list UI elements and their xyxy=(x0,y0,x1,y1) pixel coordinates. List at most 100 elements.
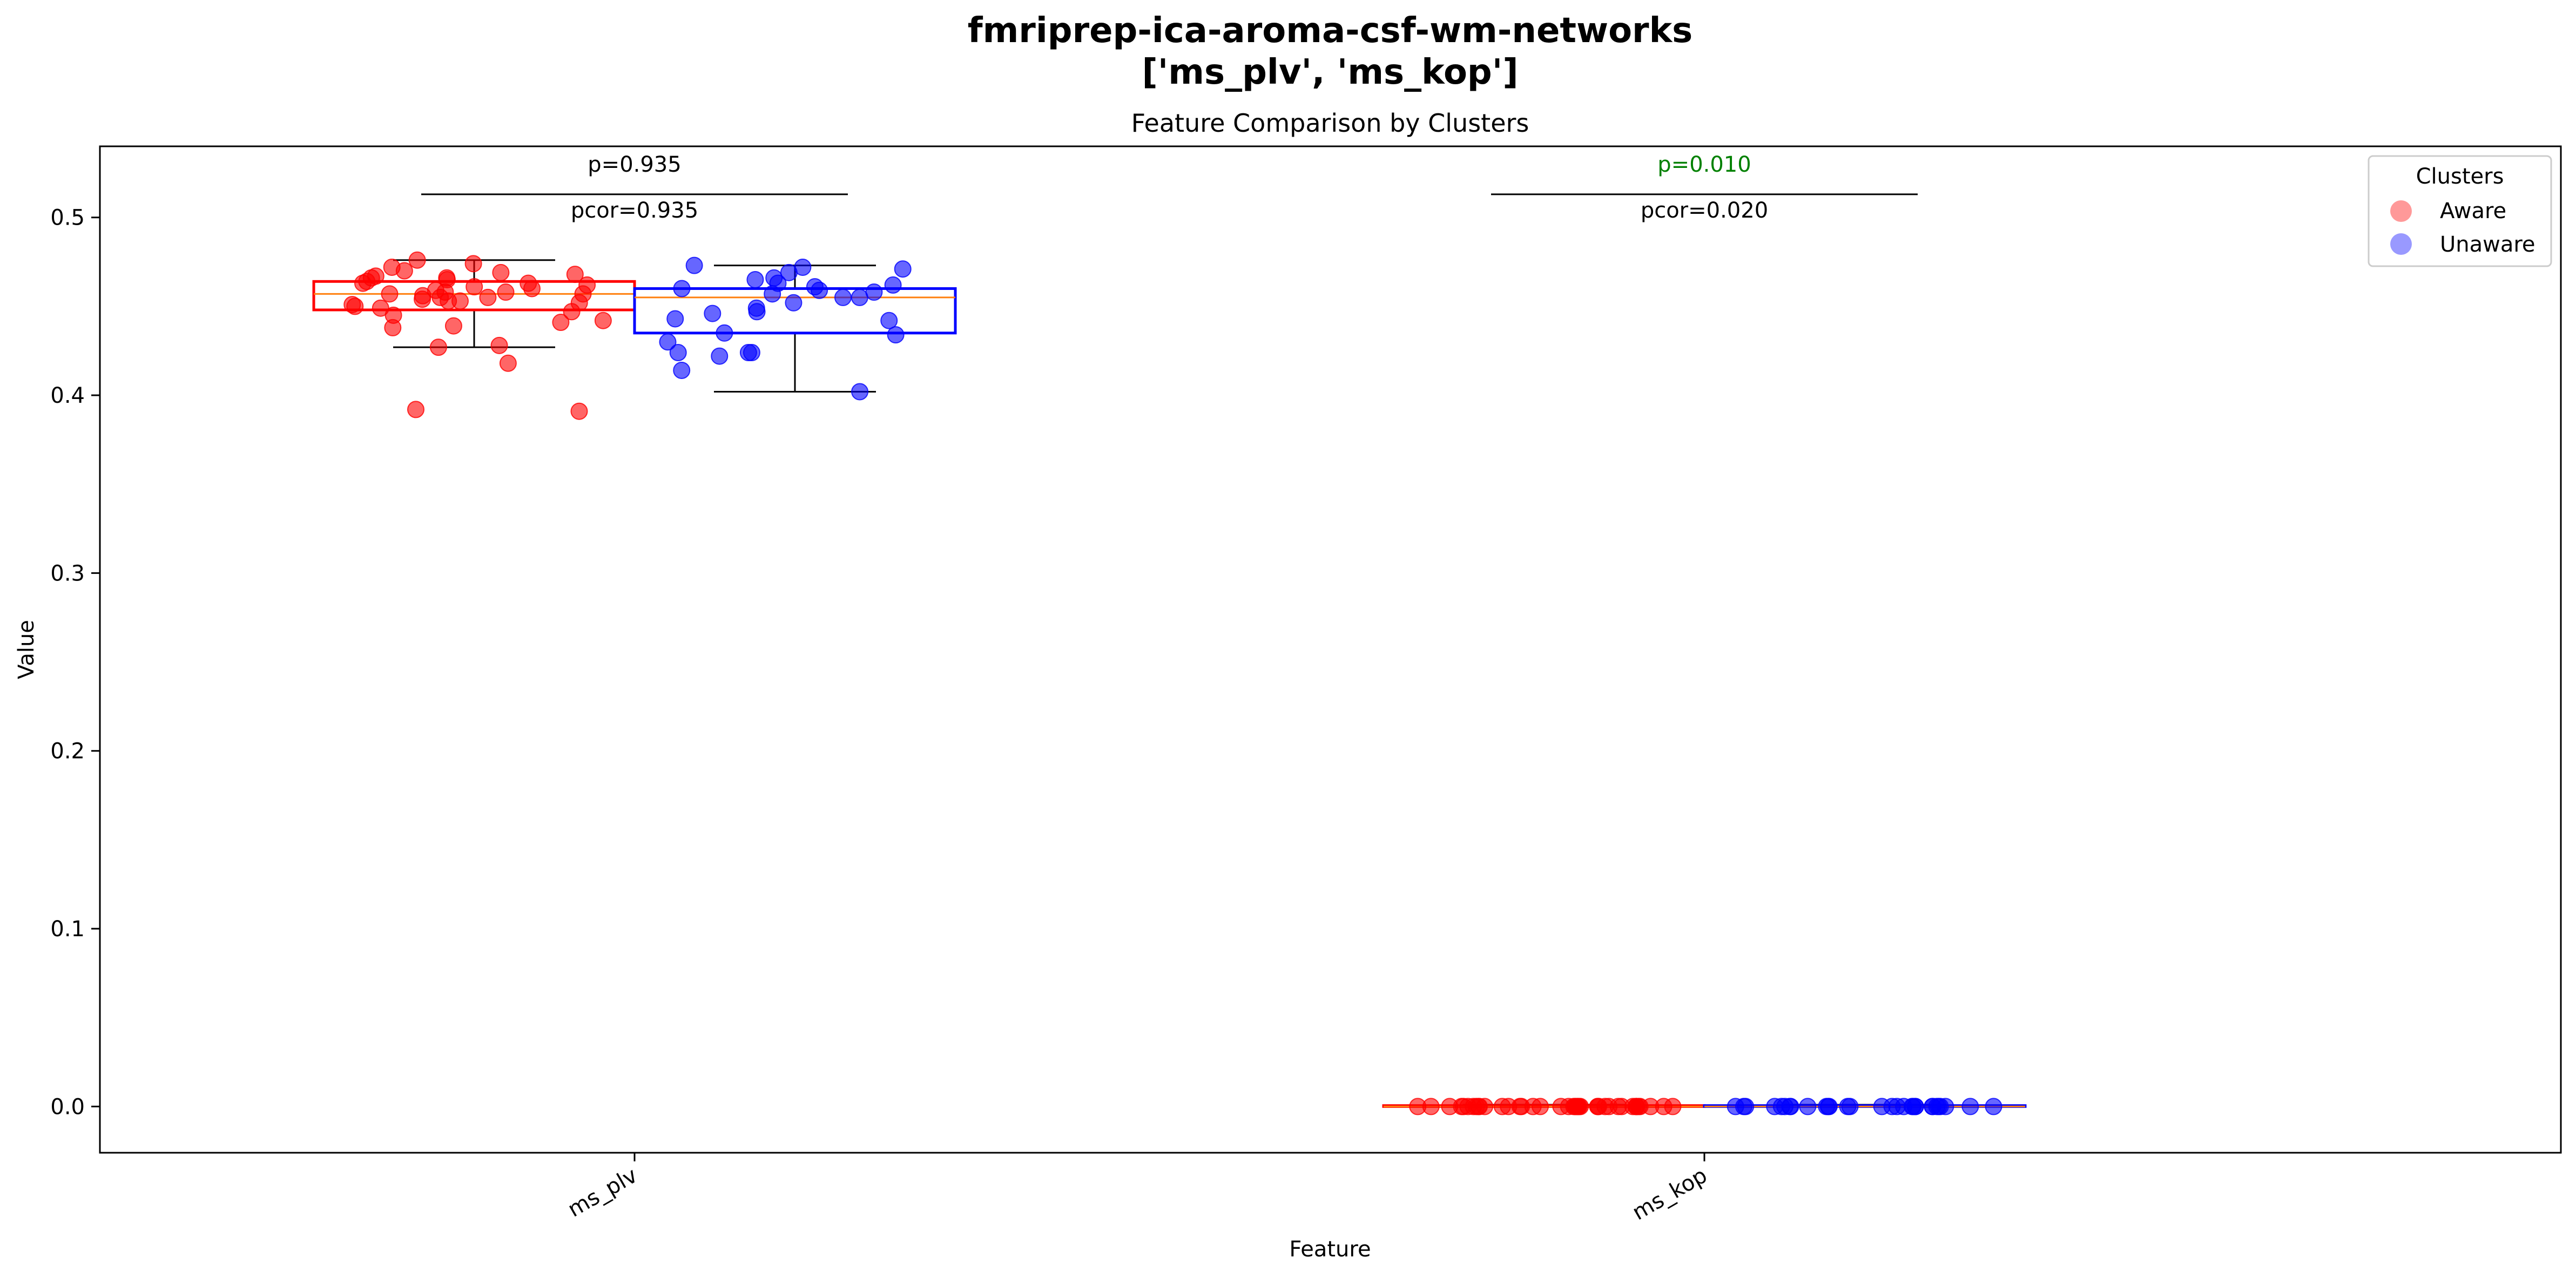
points-unaware-ms_plv xyxy=(659,256,912,401)
data-point xyxy=(887,326,905,344)
chart-title: fmriprep-ica-aroma-csf-wm-networks xyxy=(968,11,1693,51)
plot-area: p=0.935 pcor=0.935 p=0.010 pcor=0.020 xyxy=(312,152,2027,1115)
data-point xyxy=(666,310,684,328)
chart-subtitle: Feature Comparison by Clusters xyxy=(1131,109,1529,138)
data-point xyxy=(479,288,497,306)
data-point xyxy=(743,344,760,362)
y-tick-label: 0.2 xyxy=(50,739,85,764)
y-tick-label: 0.4 xyxy=(50,383,85,408)
legend: Clusters Aware Unaware xyxy=(2368,155,2552,267)
data-point xyxy=(1781,1098,1799,1115)
box-body xyxy=(633,287,957,335)
data-point xyxy=(659,333,677,351)
data-point xyxy=(704,305,721,322)
data-point xyxy=(1409,1098,1427,1115)
data-point xyxy=(429,339,447,356)
y-axis-label: Value xyxy=(14,620,39,679)
data-point xyxy=(444,317,462,335)
points-unaware-ms_kop xyxy=(1727,1098,2002,1115)
data-point xyxy=(1766,1098,1784,1115)
data-point xyxy=(466,278,483,296)
data-point xyxy=(865,283,883,301)
data-point xyxy=(673,361,691,379)
data-point xyxy=(1904,1098,1922,1115)
data-point xyxy=(346,297,364,315)
x-tick-label: ms_kop xyxy=(1628,1163,1711,1226)
data-point xyxy=(1799,1098,1817,1115)
data-point xyxy=(1532,1098,1549,1115)
data-point xyxy=(358,273,376,290)
data-point xyxy=(520,274,537,292)
data-point xyxy=(669,344,687,362)
x-axis: ms_plv ms_kop xyxy=(564,1153,1711,1225)
pcor-value-label: pcor=0.020 xyxy=(1641,198,1768,223)
data-point xyxy=(1985,1098,2002,1115)
data-point xyxy=(1819,1098,1837,1115)
data-point xyxy=(673,280,691,297)
significance-annotation-ms_kop: p=0.010 pcor=0.020 xyxy=(1491,152,1918,223)
data-point xyxy=(570,402,588,420)
data-point xyxy=(578,276,596,294)
data-point xyxy=(711,347,729,365)
data-point xyxy=(851,288,868,306)
data-point xyxy=(414,290,431,308)
legend-label-unaware: Unaware xyxy=(2440,232,2535,257)
data-point xyxy=(492,263,510,281)
data-point xyxy=(769,274,787,292)
data-point xyxy=(1596,1098,1614,1115)
legend-frame xyxy=(2368,155,2552,267)
data-point xyxy=(490,336,508,354)
data-point xyxy=(1465,1098,1482,1115)
data-point xyxy=(894,260,912,278)
points-aware-ms_plv xyxy=(343,251,612,420)
y-tick-label: 0.0 xyxy=(50,1094,85,1119)
data-point xyxy=(884,276,902,294)
y-tick-label: 0.5 xyxy=(50,206,85,231)
data-point xyxy=(381,285,399,303)
y-axis: 0.0 0.1 0.2 0.3 0.4 0.5 xyxy=(50,206,100,1119)
data-point xyxy=(746,271,764,288)
data-point xyxy=(1883,1098,1901,1115)
p-value-label: p=0.935 xyxy=(588,152,681,177)
data-point xyxy=(552,314,570,332)
chart-title-line2: ['ms_plv', 'ms_kop'] xyxy=(1142,52,1518,92)
data-point xyxy=(497,283,515,301)
data-point xyxy=(436,283,454,301)
legend-marker-unaware xyxy=(2390,233,2412,255)
data-point xyxy=(563,303,581,321)
data-point xyxy=(1727,1098,1744,1115)
y-tick-label: 0.3 xyxy=(50,561,85,586)
data-point xyxy=(451,292,469,310)
data-point xyxy=(408,251,426,269)
data-point xyxy=(384,319,402,336)
x-tick-label: ms_plv xyxy=(564,1163,642,1222)
data-point xyxy=(748,303,766,321)
p-value-label: p=0.010 xyxy=(1657,152,1751,177)
data-point xyxy=(851,383,869,401)
data-point xyxy=(594,312,612,329)
data-point xyxy=(383,258,401,276)
data-point xyxy=(834,288,852,306)
data-point xyxy=(685,256,703,274)
data-point xyxy=(1841,1098,1859,1115)
data-point xyxy=(716,324,733,342)
data-point xyxy=(785,294,803,312)
data-point xyxy=(1961,1098,1979,1115)
data-point xyxy=(1500,1098,1518,1115)
legend-label-aware: Aware xyxy=(2440,199,2506,224)
data-point xyxy=(811,281,828,299)
data-point xyxy=(1572,1098,1589,1115)
data-point xyxy=(464,255,482,273)
data-point xyxy=(566,266,584,283)
data-point xyxy=(1664,1098,1682,1115)
legend-marker-aware xyxy=(2390,200,2412,222)
points-aware-ms_kop xyxy=(1409,1098,1682,1115)
data-point xyxy=(794,258,812,276)
significance-annotation-ms_plv: p=0.935 pcor=0.935 xyxy=(421,152,848,223)
pcor-value-label: pcor=0.935 xyxy=(571,198,698,223)
data-point xyxy=(1924,1098,1941,1115)
data-point xyxy=(1631,1098,1649,1115)
data-point xyxy=(499,354,517,372)
legend-title: Clusters xyxy=(2416,164,2504,189)
